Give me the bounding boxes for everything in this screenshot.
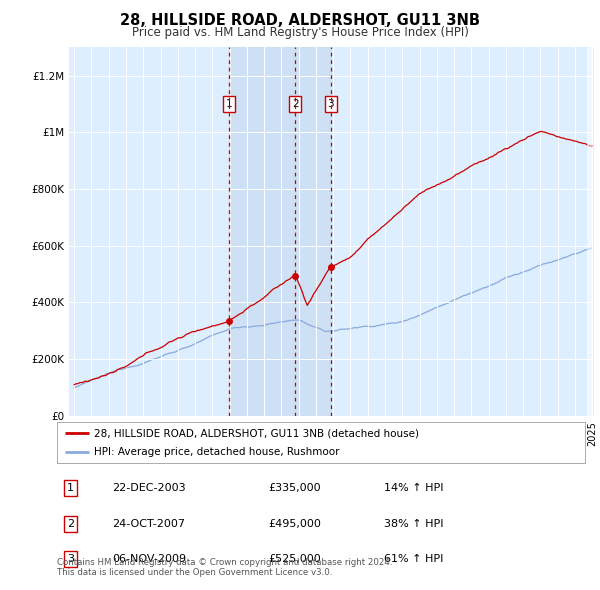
Text: 3: 3 xyxy=(67,554,74,564)
Text: 38% ↑ HPI: 38% ↑ HPI xyxy=(385,519,444,529)
Text: 22-DEC-2003: 22-DEC-2003 xyxy=(112,483,186,493)
Text: 1: 1 xyxy=(67,483,74,493)
Bar xyxy=(229,47,295,416)
Text: 1: 1 xyxy=(226,99,232,109)
Text: Contains HM Land Registry data © Crown copyright and database right 2024.
This d: Contains HM Land Registry data © Crown c… xyxy=(57,558,392,577)
Text: 14% ↑ HPI: 14% ↑ HPI xyxy=(385,483,444,493)
Text: HPI: Average price, detached house, Rushmoor: HPI: Average price, detached house, Rush… xyxy=(94,447,340,457)
Text: 2: 2 xyxy=(67,519,74,529)
Text: 28, HILLSIDE ROAD, ALDERSHOT, GU11 3NB: 28, HILLSIDE ROAD, ALDERSHOT, GU11 3NB xyxy=(120,13,480,28)
Text: 61% ↑ HPI: 61% ↑ HPI xyxy=(385,554,444,564)
Text: 28, HILLSIDE ROAD, ALDERSHOT, GU11 3NB (detached house): 28, HILLSIDE ROAD, ALDERSHOT, GU11 3NB (… xyxy=(94,428,419,438)
Text: £525,000: £525,000 xyxy=(268,554,321,564)
Text: 24-OCT-2007: 24-OCT-2007 xyxy=(112,519,185,529)
Text: 2: 2 xyxy=(292,99,299,109)
Bar xyxy=(295,47,331,416)
Text: Price paid vs. HM Land Registry's House Price Index (HPI): Price paid vs. HM Land Registry's House … xyxy=(131,26,469,39)
Text: 3: 3 xyxy=(328,99,334,109)
Text: 06-NOV-2009: 06-NOV-2009 xyxy=(112,554,187,564)
Text: £495,000: £495,000 xyxy=(268,519,321,529)
Text: £335,000: £335,000 xyxy=(268,483,321,493)
